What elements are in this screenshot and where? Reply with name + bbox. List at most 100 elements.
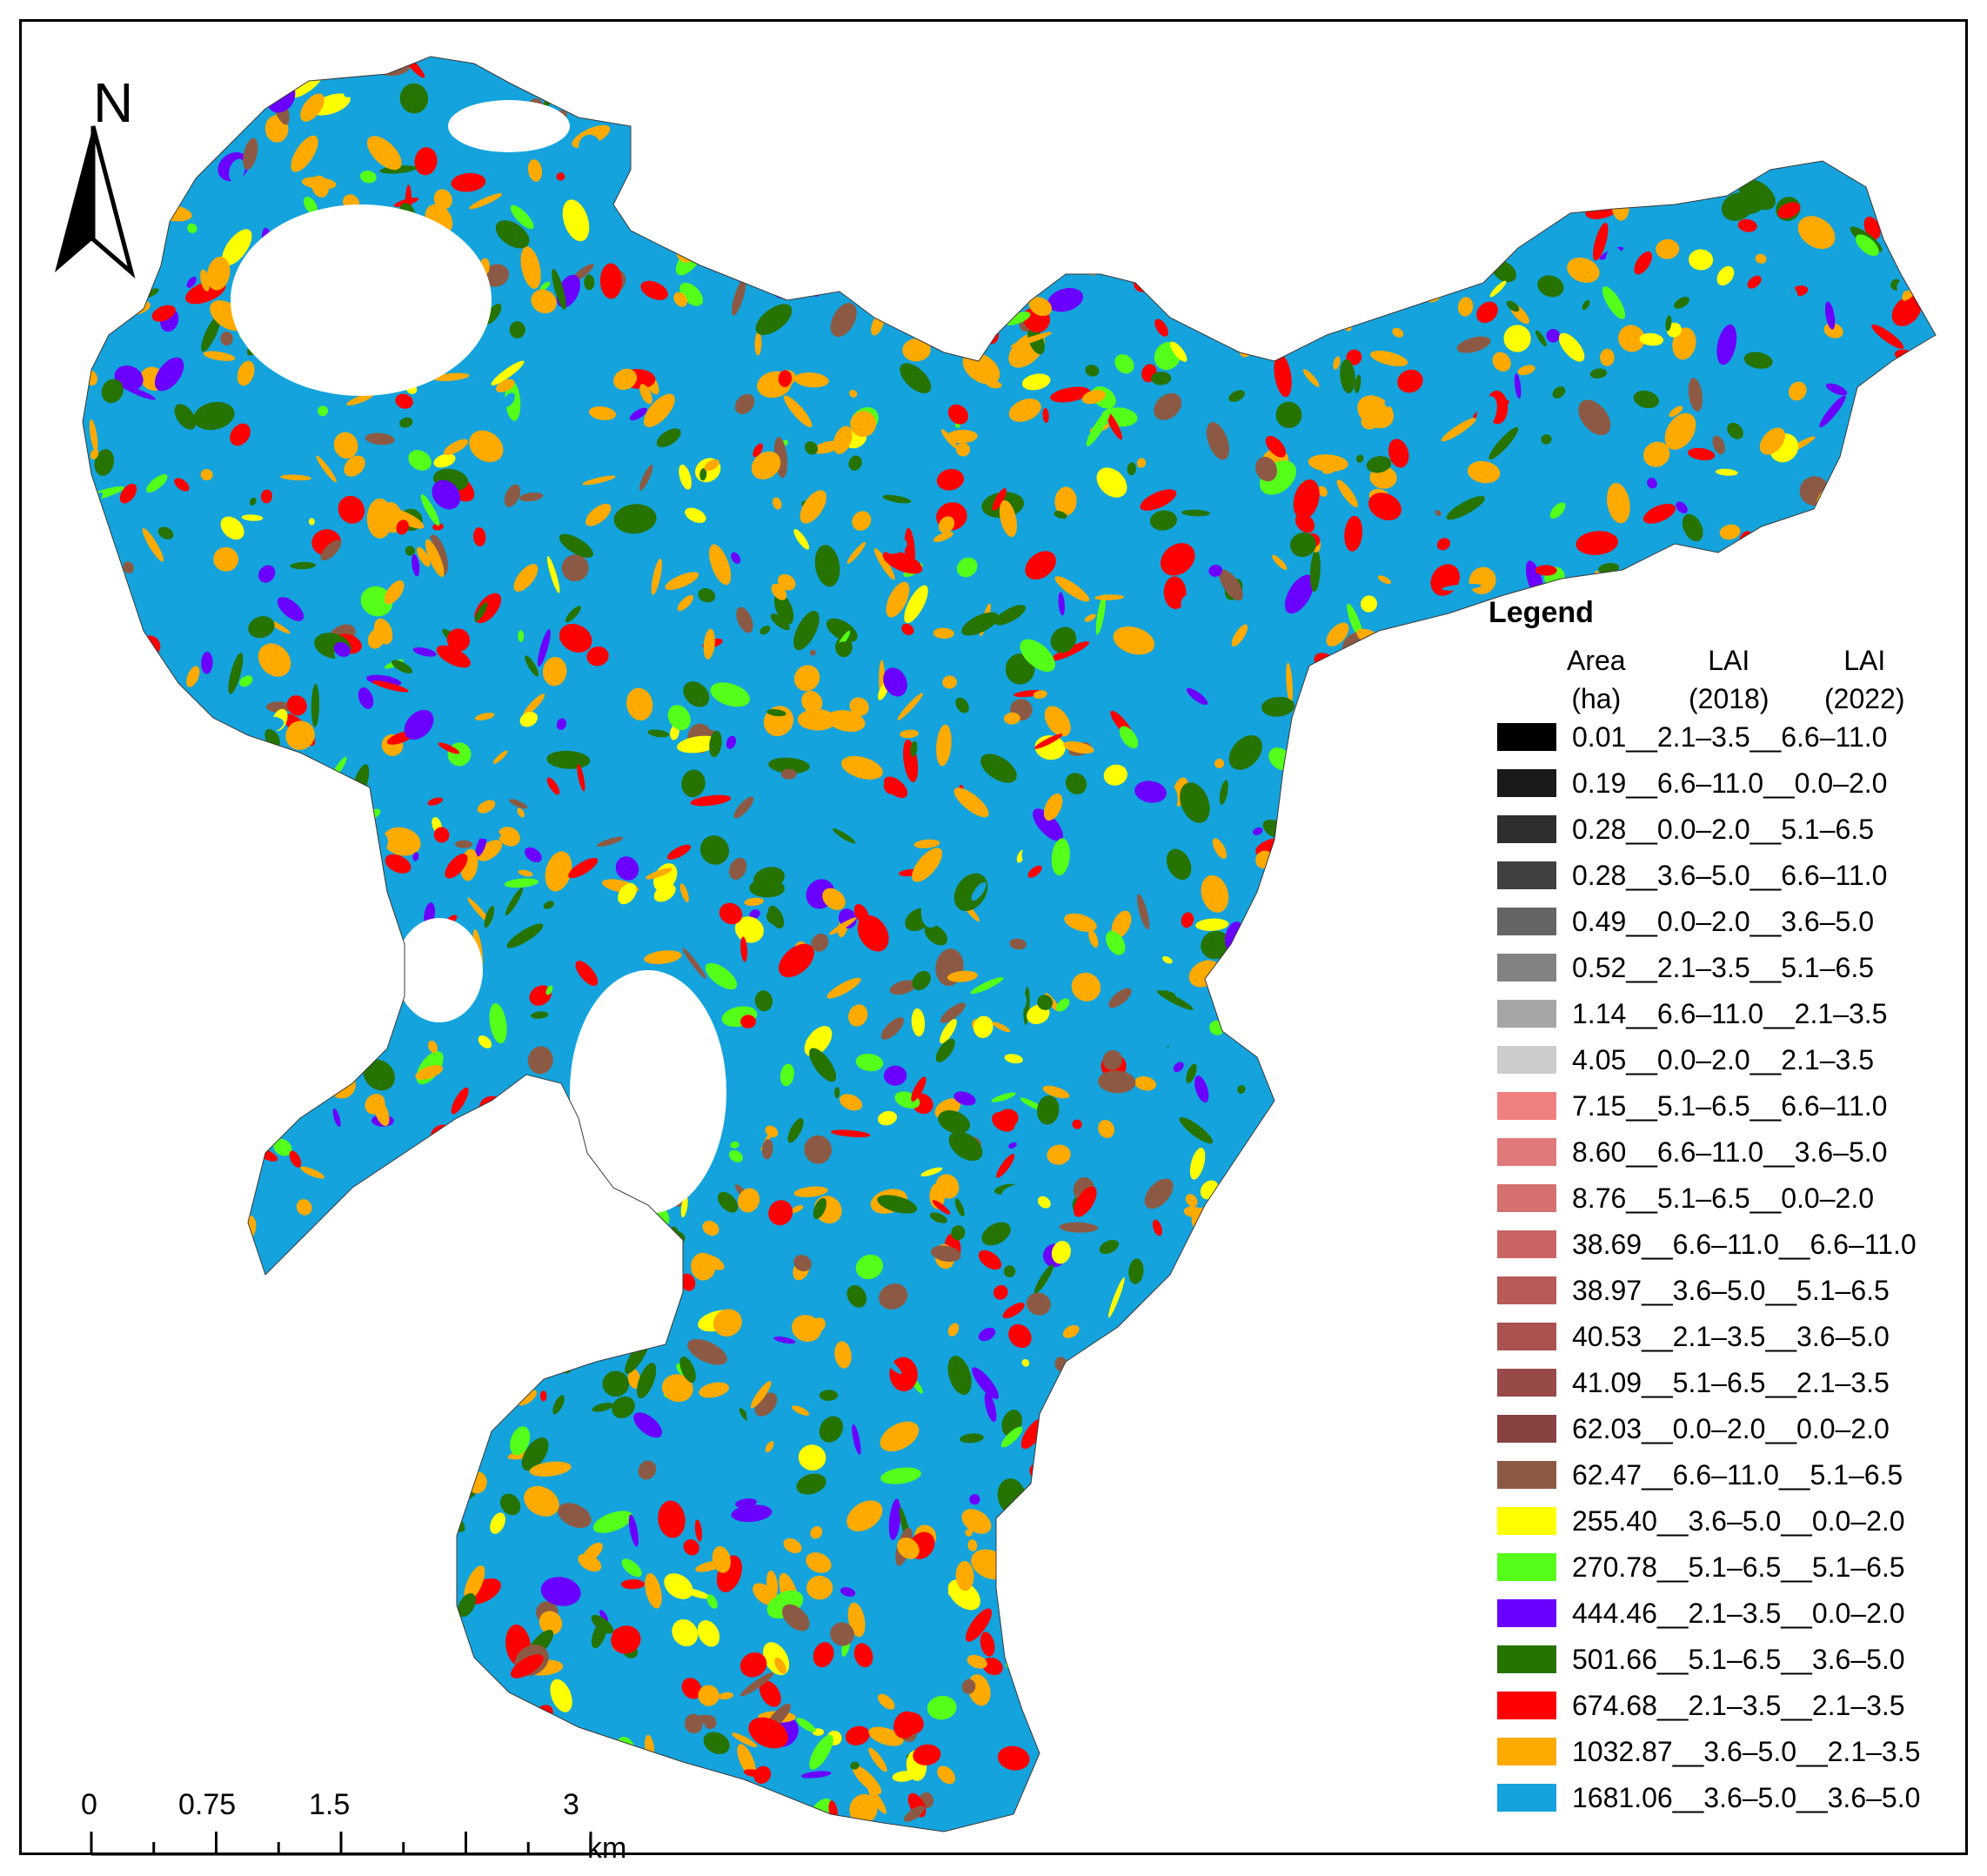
land-cover-patch (773, 1337, 796, 1344)
land-cover-patch (1172, 1334, 1205, 1353)
land-cover-patch (793, 1255, 812, 1272)
land-cover-patch (88, 1113, 124, 1131)
land-cover-patch (517, 807, 525, 818)
land-cover-patch (1259, 1780, 1281, 1821)
land-cover-patch (1020, 639, 1055, 672)
land-cover-patch (1397, 369, 1423, 393)
land-cover-patch (1361, 107, 1392, 131)
land-cover-patch (969, 1494, 980, 1505)
land-cover-patch (664, 610, 678, 633)
land-cover-patch (1215, 1494, 1241, 1512)
land-cover-patch (83, 658, 100, 691)
land-cover-patch (158, 1234, 171, 1263)
land-cover-patch (90, 937, 122, 962)
land-cover-patch (546, 556, 560, 593)
land-cover-patch (214, 972, 237, 989)
land-cover-patch (1609, 104, 1647, 134)
land-cover-patch (1250, 1587, 1270, 1613)
land-cover-patch (1433, 888, 1467, 921)
land-cover-patch (153, 1185, 177, 1210)
land-cover-patch (370, 1793, 381, 1807)
land-cover-patch (359, 873, 374, 892)
land-cover-patch (1397, 193, 1422, 218)
land-cover-patch (927, 261, 941, 278)
land-cover-patch (935, 1174, 960, 1199)
land-cover-patch (498, 1327, 521, 1349)
land-cover-patch (83, 584, 111, 617)
land-cover-patch (759, 1680, 781, 1707)
land-cover-patch (1748, 422, 1760, 442)
land-cover-patch (644, 393, 675, 427)
land-cover-patch (1203, 57, 1218, 60)
land-cover-patch (937, 204, 954, 225)
land-cover-patch (1391, 960, 1415, 981)
land-cover-patch (673, 291, 688, 307)
land-cover-patch (511, 1654, 544, 1678)
land-cover-patch (201, 651, 213, 674)
land-cover-patch (1400, 702, 1412, 714)
land-cover-patch (1797, 216, 1836, 250)
land-cover-patch (243, 137, 258, 171)
land-cover-patch (1791, 286, 1801, 312)
land-cover-patch (889, 980, 917, 995)
land-cover-patch (1475, 649, 1495, 675)
land-cover-patch (1120, 1019, 1142, 1046)
land-cover-patch (1425, 813, 1456, 828)
land-cover-patch (1058, 592, 1065, 616)
land-cover-patch (1529, 935, 1544, 952)
land-cover-patch (1074, 1186, 1097, 1217)
land-cover-patch (1397, 305, 1437, 326)
land-cover-patch (826, 977, 861, 999)
land-cover-map[interactable] (22, 22, 1965, 1853)
land-cover-patch (1319, 1171, 1345, 1205)
legend-swatch (1497, 1599, 1556, 1627)
land-cover-patch (840, 80, 846, 86)
land-cover-patch (552, 268, 566, 310)
land-cover-patch (106, 1258, 135, 1293)
land-cover-patch (1422, 150, 1438, 175)
land-cover-patch (1535, 182, 1547, 225)
land-cover-patch (1159, 283, 1174, 298)
land-cover-patch (882, 494, 912, 504)
land-cover-patch (366, 136, 402, 171)
land-cover-patch (680, 1273, 696, 1291)
land-cover-patch (404, 709, 434, 740)
land-cover-patch (1435, 1223, 1461, 1256)
land-cover-patch (1405, 995, 1431, 1024)
land-cover-patch (1912, 1620, 1931, 1631)
land-cover-patch (1936, 1727, 1942, 1754)
land-cover-patch (1467, 1568, 1488, 1591)
land-cover-patch (806, 211, 829, 238)
land-cover-patch (1482, 139, 1520, 164)
land-cover-patch (1201, 646, 1228, 663)
land-cover-patch (973, 1015, 994, 1039)
land-cover-patch (1166, 848, 1192, 881)
land-cover-patch (732, 1800, 747, 1820)
land-cover-patch (1871, 324, 1904, 349)
land-cover-patch (239, 675, 253, 687)
land-cover-patch (1323, 1759, 1337, 1768)
land-cover-patch (1346, 1799, 1388, 1827)
land-cover-patch (1565, 1825, 1590, 1832)
land-cover-patch (531, 1011, 549, 1019)
land-cover-patch (1439, 204, 1455, 234)
land-cover-patch (1219, 124, 1258, 144)
land-cover-patch (943, 170, 958, 178)
land-cover-patch (1439, 1105, 1461, 1120)
land-cover-patch (662, 1374, 693, 1403)
land-cover-patch (778, 231, 793, 251)
land-cover-patch (358, 1495, 383, 1533)
land-cover-patch (1065, 1469, 1080, 1490)
land-cover-patch (283, 1486, 312, 1517)
land-cover-patch (522, 1724, 546, 1749)
land-cover-patch (244, 716, 284, 735)
land-cover-patch (458, 1312, 482, 1336)
land-cover-patch (184, 1549, 209, 1567)
land-cover-patch (1737, 218, 1757, 232)
land-cover-patch (1260, 1160, 1280, 1171)
land-cover-patch (278, 1513, 311, 1528)
land-cover-patch (170, 772, 196, 786)
land-cover-patch (1457, 297, 1474, 317)
land-cover-patch (853, 903, 870, 925)
land-cover-patch (1324, 1009, 1338, 1045)
